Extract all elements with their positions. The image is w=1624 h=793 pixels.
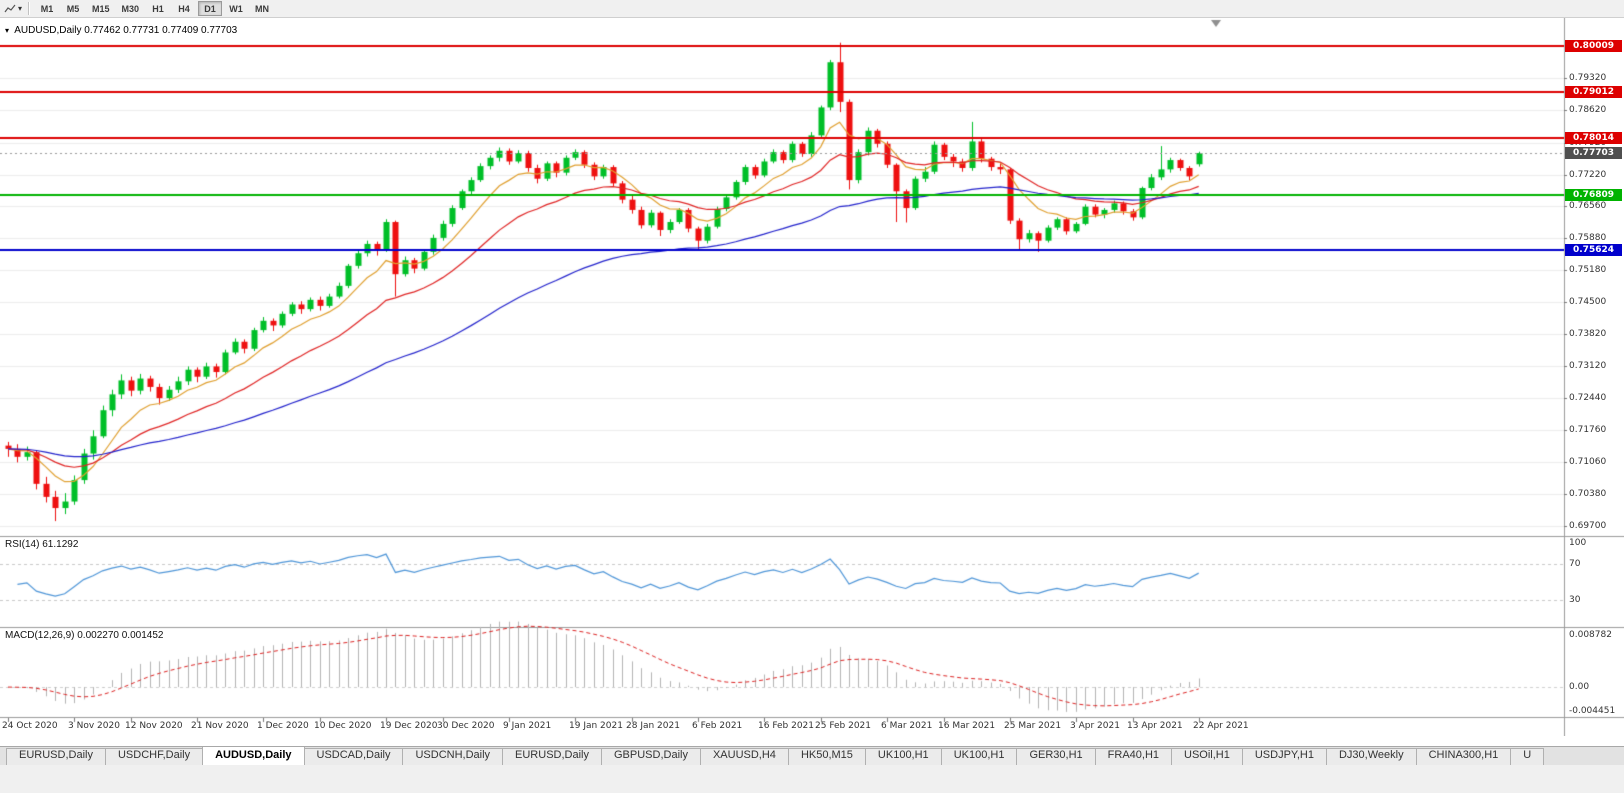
chart-tab-hk50-m15[interactable]: HK50,M15	[787, 748, 866, 765]
time-axis-label: 3 Apr 2021	[1070, 721, 1120, 731]
time-axis-label: 19 Dec 2020	[380, 721, 438, 731]
price-axis-label: 0.71760	[1569, 425, 1607, 435]
price-axis-label: 0.75880	[1569, 233, 1607, 243]
price-axis-label: 0.69700	[1569, 521, 1607, 531]
macd-axis-label: 0.00	[1569, 682, 1590, 692]
chart-tab-usdchf-daily[interactable]: USDCHF,Daily	[104, 748, 204, 765]
chart-title-dropdown-icon[interactable]: ▾	[5, 26, 10, 35]
chart-tab-xauusd-h4[interactable]: XAUUSD,H4	[699, 748, 789, 765]
chart-tab-usdcad-daily[interactable]: USDCAD,Daily	[303, 748, 404, 765]
hline-price-label: 0.80009	[1565, 40, 1622, 52]
chart-area: ▾ AUDUSD,Daily 0.77462 0.77731 0.77409 0…	[0, 18, 1624, 746]
chart-tab-uk100-h1[interactable]: UK100,H1	[864, 748, 942, 765]
time-axis-label: 21 Nov 2020	[191, 721, 249, 731]
hline-price-label: 0.79012	[1565, 86, 1622, 98]
price-axis-label: 0.74500	[1569, 297, 1607, 307]
chart-tabbar: EURUSD,Daily USDCHF,Daily AUDUSD,Daily USDC…	[0, 746, 1624, 765]
chart-tab-usdjpy-h1[interactable]: USDJPY,H1	[1241, 748, 1327, 765]
price-axis-label: 0.73820	[1569, 329, 1607, 339]
time-axis-label: 9 Jan 2021	[503, 721, 552, 731]
hline-price-label: 0.78014	[1565, 132, 1622, 144]
tf-button-w1[interactable]: W1	[224, 1, 248, 16]
chart-ohlc-values: 0.77462 0.77731 0.77409 0.77703	[84, 25, 238, 36]
price-axis-label: 0.76560	[1569, 201, 1607, 211]
time-axis-label: 1 Dec 2020	[257, 721, 309, 731]
time-axis-label: 19 Jan 2021	[569, 721, 623, 731]
chart-canvas[interactable]	[0, 18, 1624, 736]
chart-tab-china300-h1[interactable]: CHINA300,H1	[1415, 748, 1512, 765]
chart-tab-audusd-daily[interactable]: AUDUSD,Daily	[202, 747, 305, 765]
time-axis-label: 16 Mar 2021	[938, 721, 996, 731]
current-price-label: 0.77703	[1565, 147, 1622, 159]
hline-price-label: 0.75624	[1565, 244, 1622, 256]
chart-tab-uk100-h1[interactable]: UK100,H1	[940, 748, 1018, 765]
chart-tab-dj30-weekly[interactable]: DJ30,Weekly	[1325, 748, 1417, 765]
chart-symbol-period: AUDUSD,Daily	[14, 25, 82, 36]
time-axis-label: 6 Feb 2021	[692, 721, 743, 731]
chart-tab-usdcnh-daily[interactable]: USDCNH,Daily	[402, 748, 504, 765]
time-axis-label: 13 Apr 2021	[1127, 721, 1183, 731]
time-axis-label: 22 Apr 2021	[1193, 721, 1249, 731]
hline-price-label: 0.76809	[1565, 189, 1622, 201]
macd-indicator-label: MACD(12,26,9) 0.002270 0.001452	[5, 630, 163, 641]
time-axis-label: 28 Jan 2021	[626, 721, 680, 731]
tf-button-m15[interactable]: M15	[87, 1, 115, 16]
chart-tab-fra40-h1[interactable]: FRA40,H1	[1094, 748, 1173, 765]
macd-values: 0.002270 0.001452	[77, 630, 164, 641]
time-axis-label: 6 Mar 2021	[881, 721, 933, 731]
tf-button-m1[interactable]: M1	[35, 1, 59, 16]
rsi-axis-label: 30	[1569, 595, 1581, 605]
chart-tab-gbpusd-daily[interactable]: GBPUSD,Daily	[601, 748, 701, 765]
price-axis-label: 0.75180	[1569, 265, 1607, 275]
price-axis-label: 0.78620	[1569, 105, 1607, 115]
time-axis-label: 25 Mar 2021	[1004, 721, 1062, 731]
time-axis-label: 10 Dec 2020	[314, 721, 372, 731]
tf-button-d1[interactable]: D1	[198, 1, 223, 16]
macd-axis-label: -0.004451	[1569, 706, 1616, 716]
chart-tab-eurusd-daily[interactable]: EURUSD,Daily	[502, 748, 602, 765]
time-axis-label: 12 Nov 2020	[125, 721, 183, 731]
rsi-axis-label: 70	[1569, 559, 1581, 569]
tf-button-m30[interactable]: M30	[117, 1, 145, 16]
price-axis-label: 0.73120	[1569, 361, 1607, 371]
chart-title: ▾ AUDUSD,Daily 0.77462 0.77731 0.77409 0…	[5, 25, 237, 36]
macd-axis-label: 0.008782	[1569, 630, 1612, 640]
chart-tab-eurusd-daily[interactable]: EURUSD,Daily	[6, 748, 106, 765]
tf-button-h1[interactable]: H1	[146, 1, 170, 16]
dropdown-caret-icon[interactable]: ▾	[18, 4, 23, 13]
time-axis-label: 24 Oct 2020	[2, 721, 58, 731]
price-axis-label: 0.72440	[1569, 393, 1607, 403]
chart-tab-usoil-h1[interactable]: USOil,H1	[1171, 748, 1243, 765]
price-axis-label: 0.70380	[1569, 489, 1607, 499]
rsi-indicator-label: RSI(14) 61.1292	[5, 539, 78, 550]
price-axis-label: 0.77220	[1569, 170, 1607, 180]
time-axis-label: 16 Feb 2021	[758, 721, 815, 731]
time-axis-label: 30 Dec 2020	[437, 721, 495, 731]
price-axis-label: 0.71060	[1569, 457, 1607, 467]
chart-type-icon[interactable]	[3, 2, 17, 15]
chart-tab-u[interactable]: U	[1510, 748, 1545, 765]
timeframe-toolbar: ▾ M1 M5 M15 M30 H1 H4 D1 W1 MN	[0, 0, 1624, 18]
rsi-value: 61.1292	[42, 539, 79, 550]
tf-button-mn[interactable]: MN	[250, 1, 274, 16]
toolbar-separator	[28, 2, 30, 15]
rsi-axis-label: 100	[1569, 538, 1587, 548]
time-axis-label: 3 Nov 2020	[68, 721, 120, 731]
macd-name: MACD(12,26,9)	[5, 630, 75, 641]
tf-button-h4[interactable]: H4	[172, 1, 196, 16]
chart-tab-ger30-h1[interactable]: GER30,H1	[1016, 748, 1096, 765]
price-axis-label: 0.79320	[1569, 73, 1607, 83]
tf-button-m5[interactable]: M5	[61, 1, 85, 16]
rsi-name: RSI(14)	[5, 539, 40, 550]
time-axis-label: 25 Feb 2021	[815, 721, 872, 731]
